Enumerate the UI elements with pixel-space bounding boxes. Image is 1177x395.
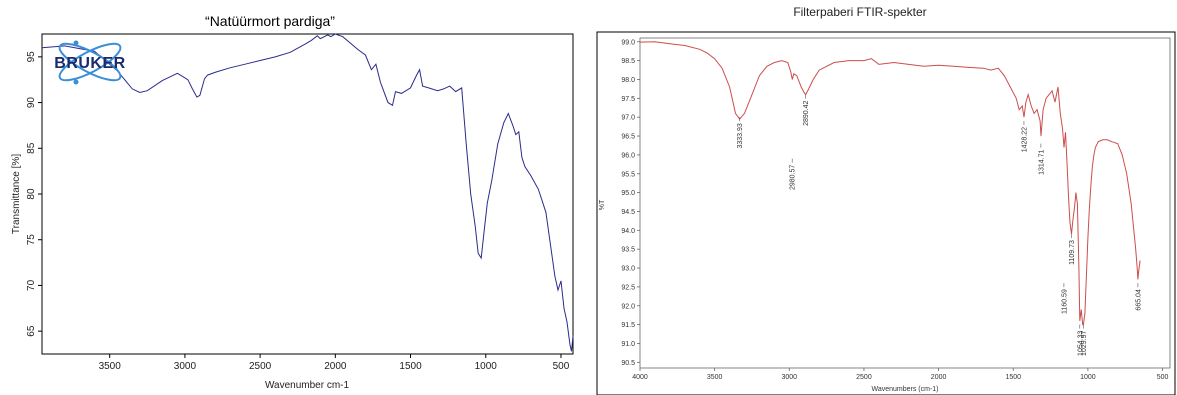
chart-left-y-tick-label: 80 (26, 188, 37, 200)
chart-right-y-axis-label: %T (599, 199, 606, 210)
chart-right-y-tick-label: 97.5 (621, 96, 635, 103)
chart-right-x-ticks: 4000 3500 3000 2500 2000 1500 1000 500 (632, 368, 1168, 381)
peak-label: 1054.33 (1077, 331, 1084, 356)
chart-left-x-tick-label: 2000 (324, 361, 347, 372)
chart-right-y-tick-label: 94.5 (621, 209, 635, 216)
chart-right-y-tick-label: 90.5 (621, 360, 635, 367)
chart-right-y-tick-label: 92.5 (621, 284, 635, 291)
chart-left-x-tick-label: 1000 (475, 361, 498, 372)
chart-right-x-tick-label: 1000 (1080, 374, 1096, 381)
chart-right-y-tick-label: 98.5 (621, 58, 635, 65)
peak-label: 1314.71 (1038, 150, 1045, 175)
chart-right-plot-frame (639, 37, 1171, 369)
peak-label: 3333.93 (737, 123, 744, 148)
chart-right-y-tick-label: 93.5 (621, 247, 635, 254)
chart-left-y-axis-label: Transmittance [%] (11, 154, 22, 234)
chart-left-x-axis-label: Wavenumber cm-1 (265, 380, 350, 391)
chart-right-y-tick-label: 98.0 (621, 77, 635, 84)
chart-left-title: “Natüürmort pardiga” (205, 13, 335, 29)
bruker-logo-text: BRUKER (54, 55, 125, 72)
peak-label: 2890.42 (803, 100, 810, 125)
chart-left-plot-frame (41, 33, 574, 355)
chart-right-outer-frame (596, 31, 1176, 395)
chart-right-y-tick-label: 93.0 (621, 266, 635, 273)
peak-label: 2980.57 (790, 165, 797, 190)
chart-right-y-tick-label: 95.5 (621, 171, 635, 178)
chart-right: Filterpaberi FTIR-spekter 4000 3500 3000 25… (596, 5, 1176, 395)
chart-right-y-tick-label: 99.0 (621, 39, 635, 46)
peak-label: 1109.73 (1069, 240, 1076, 265)
chart-right-x-tick-label: 3000 (782, 374, 798, 381)
peak-label: 1029.97 (1081, 331, 1088, 356)
chart-right-y-ticks: 99.0 98.5 98.0 97.5 97.0 96.5 96.0 95.5 95.0 94.5… (621, 39, 640, 367)
peak-label: 1428.22 (1021, 127, 1028, 152)
chart-right-y-tick-label: 96.0 (621, 152, 635, 159)
chart-right-x-tick-label: 2000 (931, 374, 947, 381)
chart-right-x-axis-label: Wavenumbers (cm-1) (871, 386, 938, 393)
chart-left-y-tick-label: 70 (26, 279, 37, 291)
chart-left-x-tick-label: 3000 (174, 361, 197, 372)
chart-left-y-tick-label: 90 (26, 97, 37, 109)
chart-left-y-tick-label: 65 (26, 325, 37, 337)
chart-left-x-tick-label: 500 (553, 361, 570, 372)
chart-left-x-tick-label: 3500 (99, 361, 122, 372)
bruker-logo: BRUKER (54, 40, 125, 85)
chart-right-y-tick-label: 91.0 (621, 341, 635, 348)
chart-right-title: Filterpaberi FTIR-spekter (793, 5, 926, 19)
chart-right-y-tick-label: 91.5 (621, 322, 635, 329)
chart-left-y-ticks: 65 70 75 80 85 90 95 (26, 51, 42, 337)
chart-right-x-tick-label: 500 (1157, 374, 1169, 381)
chart-right-x-tick-label: 4000 (632, 374, 648, 381)
chart-left-series-line (41, 33, 574, 352)
peak-label: 1160.59 (1061, 289, 1068, 314)
chart-right-series-line (639, 41, 1141, 326)
chart-right-y-tick-label: 97.0 (621, 115, 635, 122)
chart-right-x-tick-label: 2500 (856, 374, 872, 381)
chart-left-x-ticks: 3500 3000 2500 2000 1500 1000 500 (99, 354, 570, 372)
chart-left: “Natüürmort pardiga” 3500 3000 2500 2000 150… (11, 13, 574, 391)
chart-left-y-tick-label: 85 (26, 142, 37, 154)
chart-right-y-tick-label: 92.0 (621, 303, 635, 310)
chart-right-peak-labels: 3333.93 2980.57 2890.42 1428.22 1314.71 1109.… (737, 94, 1142, 356)
chart-left-x-tick-label: 2500 (249, 361, 272, 372)
chart-right-y-tick-label: 96.5 (621, 134, 635, 141)
chart-left-y-tick-label: 75 (26, 234, 37, 246)
chart-left-y-tick-label: 95 (26, 51, 37, 63)
peak-label: 665.04 (1135, 289, 1142, 311)
chart-left-x-tick-label: 1500 (399, 361, 422, 372)
chart-right-y-tick-label: 95.0 (621, 190, 635, 197)
chart-right-y-tick-label: 94.0 (621, 228, 635, 235)
chart-right-x-tick-label: 1500 (1005, 374, 1021, 381)
chart-right-x-tick-label: 3500 (707, 374, 723, 381)
